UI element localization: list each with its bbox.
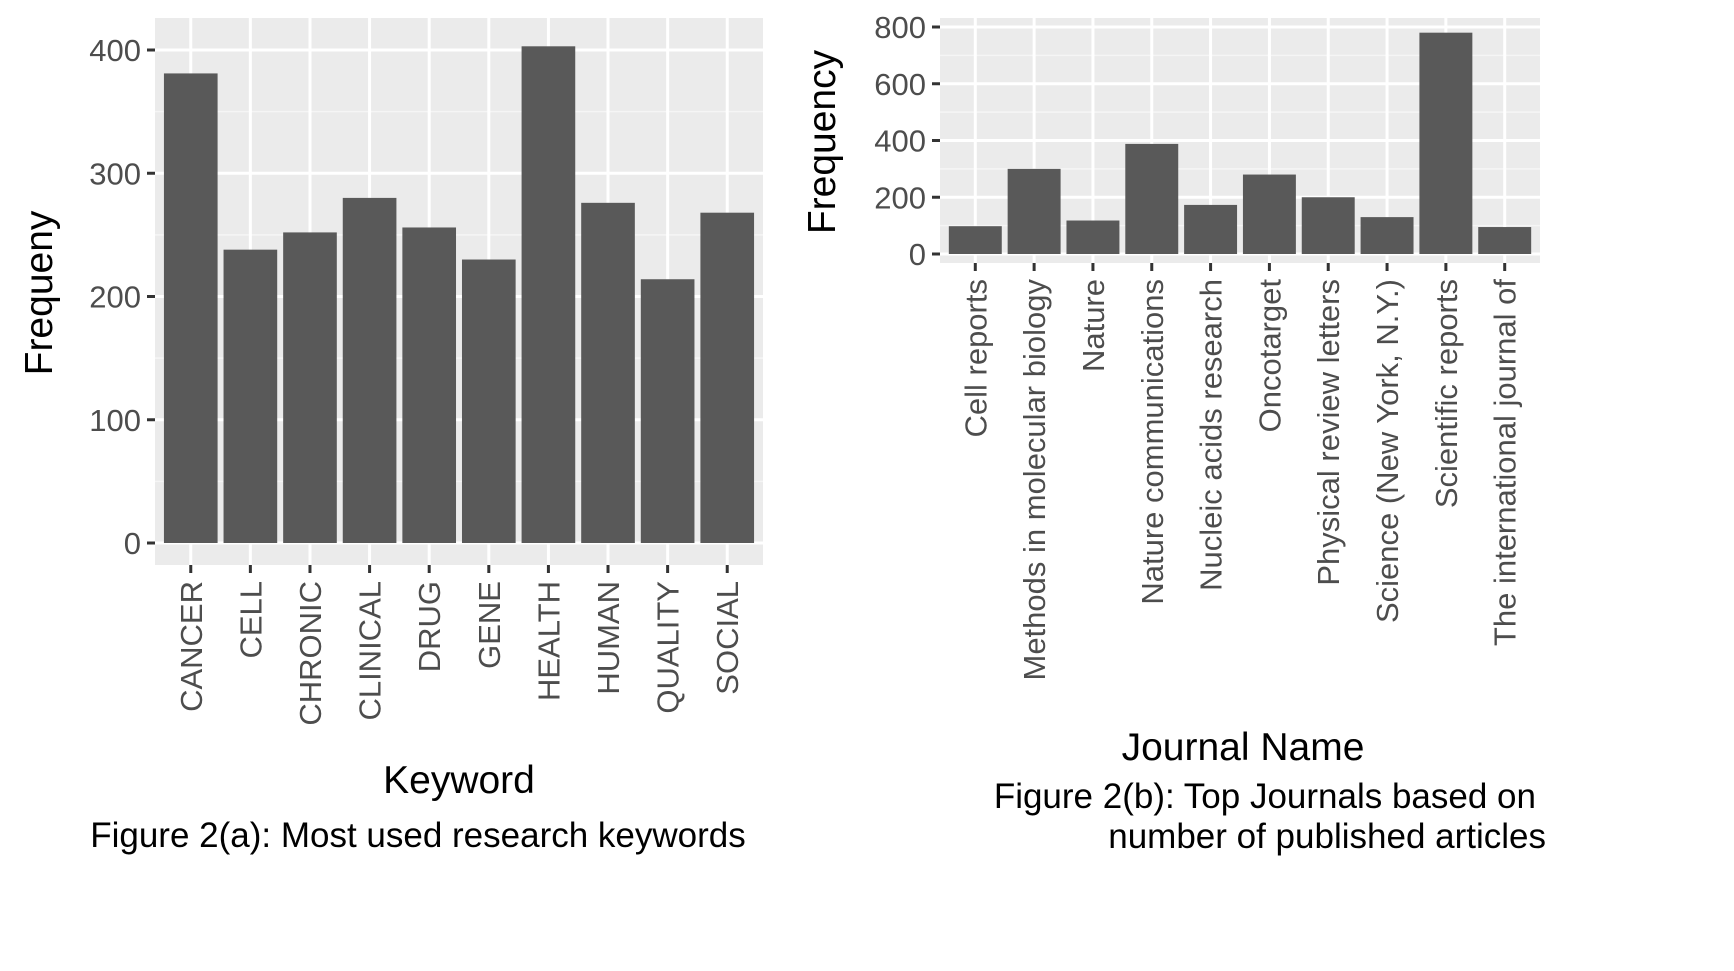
x-tick-label: CANCER <box>174 581 209 712</box>
bar <box>1478 227 1532 254</box>
bar <box>581 202 635 543</box>
x-tick-label: The international journal of <box>1488 279 1523 646</box>
x-tick-label: Nature communications <box>1135 279 1170 605</box>
journal-chart-caption-line-1: Figure 2(b): Top Journals based on <box>994 777 1536 816</box>
x-tick-label: SOCIAL <box>710 581 745 695</box>
x-tick-label: CHRONIC <box>293 581 328 726</box>
x-tick-label: Oncotarget <box>1252 279 1287 433</box>
journal-chart-caption-line-2: number of published articles <box>1108 817 1546 856</box>
y-tick-label: 800 <box>874 10 926 45</box>
keyword-chart-x-title: Keyword <box>383 759 535 802</box>
y-tick-label: 200 <box>89 280 141 315</box>
bar <box>1301 197 1355 254</box>
y-tick-label: 400 <box>874 124 926 159</box>
y-tick-label: 400 <box>89 33 141 68</box>
bar <box>1360 217 1414 254</box>
x-tick-label: Scientific reports <box>1429 279 1464 508</box>
x-tick-label: CELL <box>233 581 268 659</box>
bar <box>163 73 218 543</box>
x-tick-label: Nature <box>1076 279 1111 372</box>
x-tick-label: HEALTH <box>531 581 566 701</box>
x-tick-label: GENE <box>472 581 507 669</box>
bar <box>283 232 337 543</box>
x-tick-label: HUMAN <box>591 581 626 695</box>
bar <box>1242 174 1296 254</box>
journal-chart-bars <box>948 32 1532 254</box>
bar <box>1007 168 1061 254</box>
x-tick-label: CLINICAL <box>353 581 388 721</box>
journal-chart-x-title: Journal Name <box>1122 726 1365 769</box>
x-tick-label: Nucleic acids research <box>1194 279 1229 591</box>
bar <box>461 259 516 543</box>
y-tick-label: 0 <box>909 237 926 272</box>
y-tick-label: 600 <box>874 67 926 102</box>
x-tick-label: Physical review letters <box>1311 279 1346 586</box>
x-tick-label: Science (New York, N.Y.) <box>1370 279 1405 623</box>
bar <box>402 227 457 544</box>
bar <box>1066 220 1120 254</box>
x-tick-label: QUALITY <box>651 581 686 714</box>
bar <box>223 249 278 544</box>
x-tick-label: DRUG <box>412 581 447 672</box>
y-tick-label: 100 <box>89 403 141 438</box>
journal-chart: 0 200 400 600 800 Cell reports Methods in mol… <box>801 10 1546 856</box>
bar <box>640 279 695 543</box>
bar <box>342 197 397 543</box>
journal-chart-x-axis: Cell reports Methods in molecular biology… <box>958 263 1523 681</box>
keyword-chart-y-axis: 0 100 200 300 400 <box>89 33 155 561</box>
bar <box>521 46 576 544</box>
journal-chart-y-title: Frequency <box>801 49 844 234</box>
bar <box>948 226 1002 254</box>
bar <box>1125 143 1179 254</box>
keyword-chart-x-axis: CANCER CELL CHRONIC CLINICAL DRUG GENE HEALTH H… <box>174 565 745 726</box>
journal-chart-y-axis: 0 200 400 600 800 <box>874 10 940 272</box>
keyword-chart: 0 100 200 300 400 CANCER CELL CHRONIC CLINICAL D… <box>18 18 763 855</box>
bar <box>1419 32 1473 254</box>
keyword-chart-caption: Figure 2(a): Most used research keywords <box>90 816 746 855</box>
keyword-chart-bars <box>163 46 755 544</box>
x-tick-label: Cell reports <box>958 279 993 438</box>
y-tick-label: 300 <box>89 156 141 191</box>
bar <box>1184 204 1238 254</box>
keyword-chart-y-title: Frequeny <box>18 210 61 375</box>
x-tick-label: Methods in molecular biology <box>1017 279 1052 681</box>
y-tick-label: 200 <box>874 180 926 215</box>
y-tick-label: 0 <box>124 526 141 561</box>
bar <box>700 212 755 543</box>
